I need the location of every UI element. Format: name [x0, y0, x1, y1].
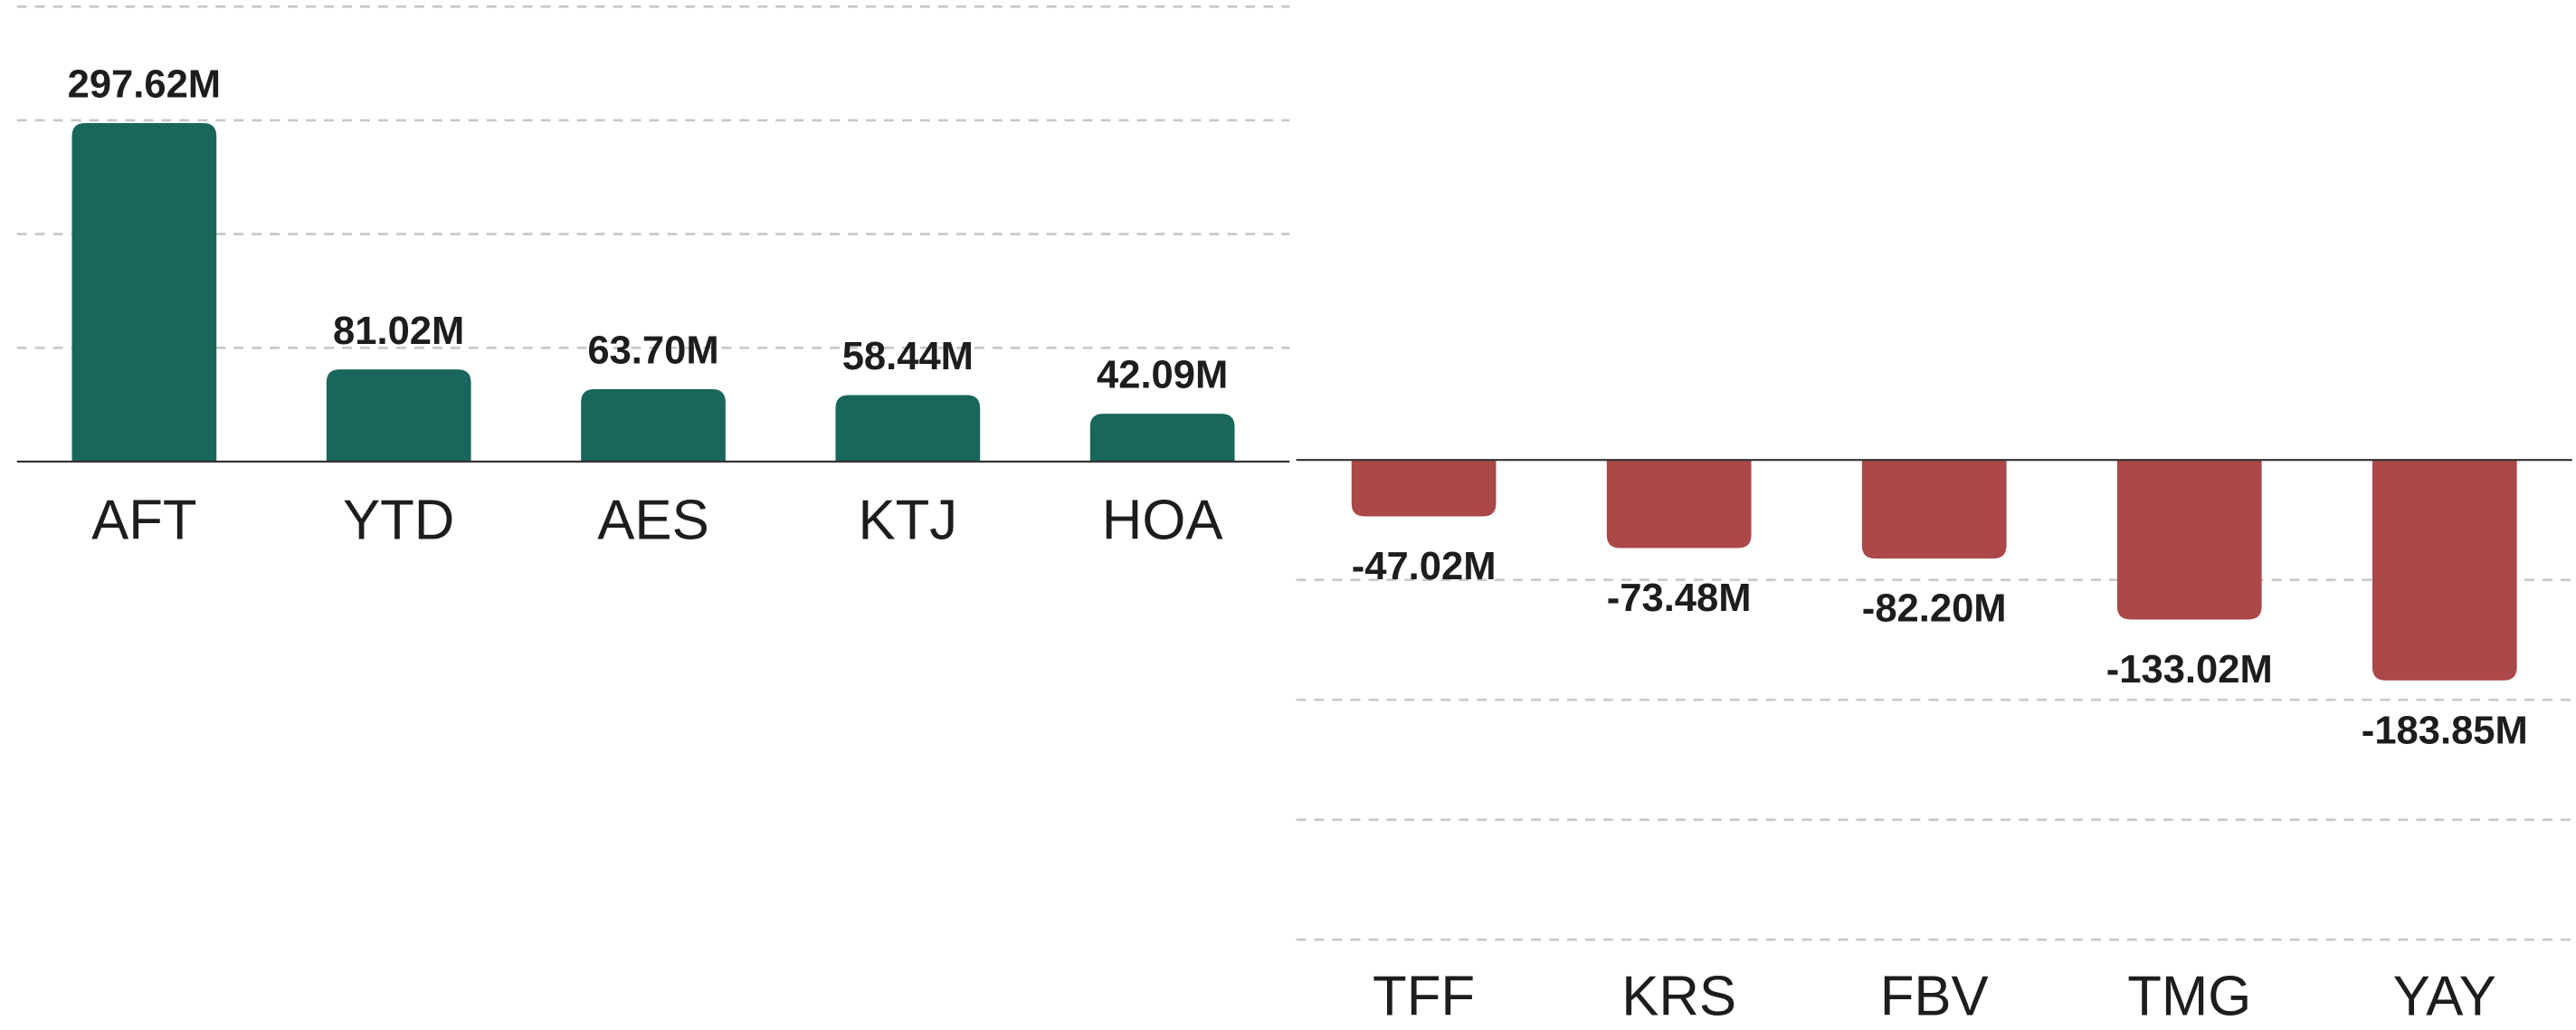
value-label: -47.02M — [1352, 545, 1497, 588]
x-tick-label: FBV — [1880, 966, 1989, 1028]
bar — [581, 388, 726, 463]
value-label: -183.85M — [2362, 709, 2528, 752]
value-label: 63.70M — [587, 329, 718, 373]
value-label: 42.09M — [1097, 354, 1228, 397]
x-tick-label: TMG — [2127, 966, 2251, 1028]
x-tick-label: TFF — [1373, 966, 1475, 1028]
bar — [71, 122, 217, 463]
bar — [1606, 460, 1752, 548]
bar — [2116, 460, 2262, 620]
x-tick-label: KTJ — [858, 489, 957, 551]
bar — [1861, 460, 2007, 559]
value-label: -73.48M — [1607, 577, 1752, 620]
value-label: 58.44M — [842, 335, 974, 378]
bar — [326, 369, 471, 463]
x-tick-label: HOA — [1102, 489, 1224, 551]
value-label: -82.20M — [1862, 587, 2007, 631]
value-label: -133.02M — [2106, 648, 2273, 691]
x-tick-label: YTD — [343, 489, 454, 551]
x-tick-label: AES — [597, 489, 708, 551]
bar — [1089, 414, 1235, 463]
bar — [2372, 460, 2517, 681]
value-label: 81.02M — [333, 310, 464, 353]
x-tick-label: YAY — [2393, 966, 2496, 1028]
x-tick-label: KRS — [1621, 966, 1736, 1028]
value-label: 297.62M — [68, 63, 221, 107]
x-tick-label: AFT — [91, 489, 197, 551]
bar — [835, 395, 981, 463]
bar — [1351, 460, 1497, 517]
